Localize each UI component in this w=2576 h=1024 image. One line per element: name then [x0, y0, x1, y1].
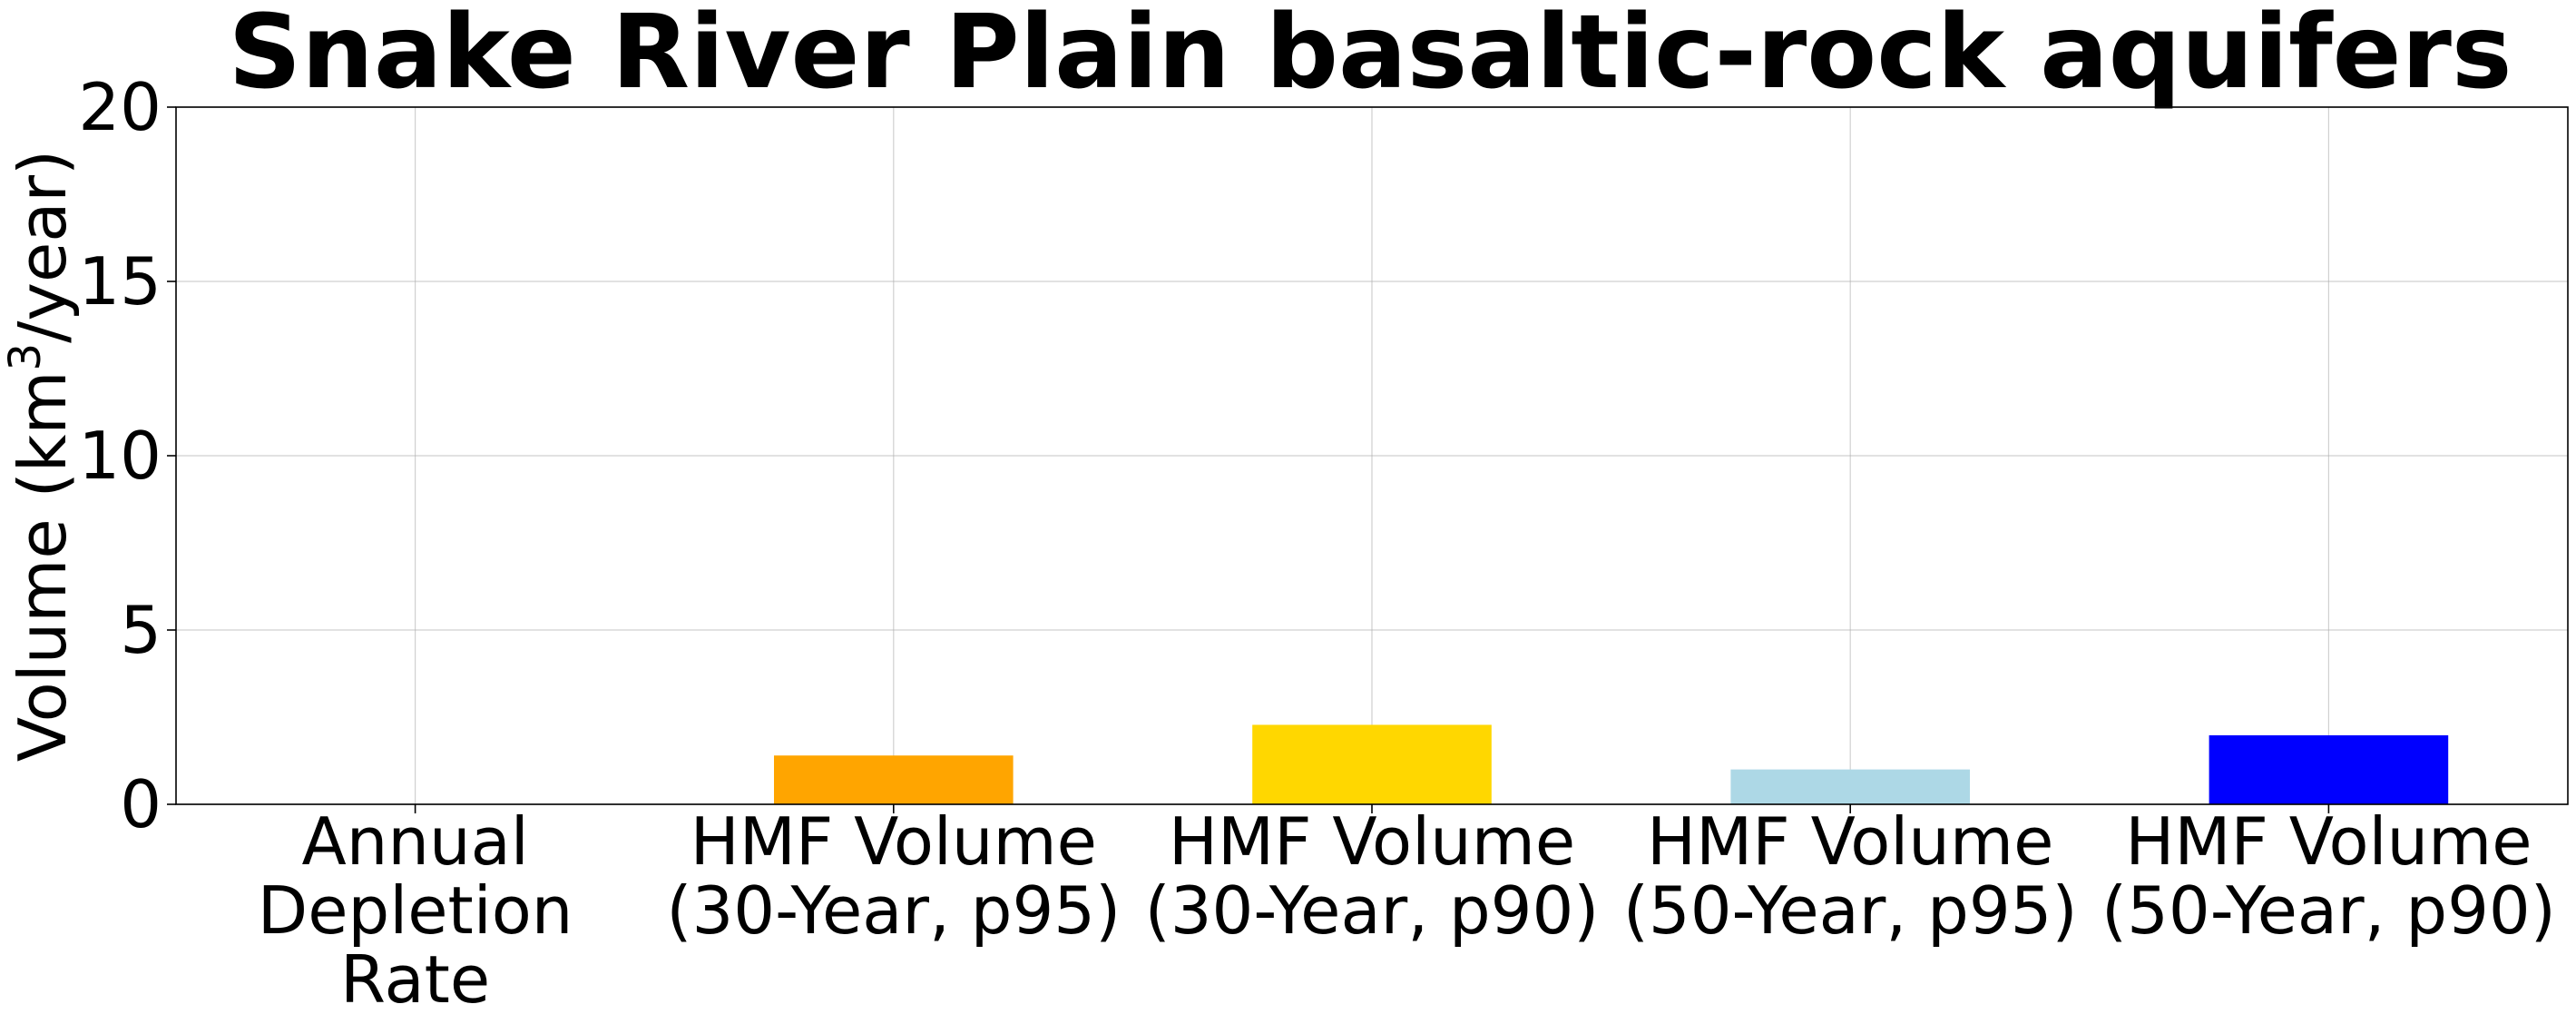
x-tick-label-line: Depletion: [258, 872, 573, 949]
x-tick-label: Annual Depletion Rate: [258, 803, 573, 1018]
bar: [1252, 724, 1492, 804]
bar: [2209, 734, 2449, 804]
grid-lines: [176, 106, 2568, 805]
bar: [1730, 769, 1970, 804]
x-tick-label-line: (30-Year, p95): [666, 872, 1121, 949]
y-axis-ticks: 0 5 10 15 20: [78, 69, 176, 842]
x-tick-label-line: HMF Volume: [2125, 803, 2532, 880]
y-axis-label-prefix: Volume (km: [5, 370, 81, 762]
y-tick-label: 15: [78, 243, 162, 320]
y-tick-label: 5: [120, 592, 162, 668]
y-axis-label-suffix: /year): [5, 150, 81, 343]
y-tick-label: 0: [120, 766, 162, 842]
x-tick-label-line: Rate: [340, 941, 490, 1018]
y-tick-label: 10: [78, 418, 162, 494]
y-tick-label: 20: [78, 69, 162, 145]
x-tick-label-line: HMF Volume: [1169, 803, 1575, 880]
x-tick-label: HMF Volume (50-Year, p90): [2101, 803, 2556, 949]
x-tick-label-line: Annual: [301, 803, 528, 880]
x-tick-label-line: HMF Volume: [691, 803, 1097, 880]
x-tick-label-line: (50-Year, p90): [2101, 872, 2556, 949]
y-axis-label-superscript: 3: [0, 343, 51, 371]
x-tick-label: HMF Volume (50-Year, p95): [1623, 803, 2078, 949]
x-tick-label-line: (50-Year, p95): [1623, 872, 2078, 949]
x-tick-label: HMF Volume (30-Year, p90): [1145, 803, 1600, 949]
x-tick-label-line: HMF Volume: [1647, 803, 2053, 880]
x-tick-label: HMF Volume (30-Year, p95): [666, 803, 1121, 949]
chart-title: Snake River Plain basaltic-rock aquifers: [228, 0, 2512, 112]
y-axis-label: Volume (km3/year): [0, 150, 81, 762]
bar: [774, 755, 1014, 804]
bars: [774, 724, 2449, 804]
x-tick-label-line: (30-Year, p90): [1145, 872, 1600, 949]
